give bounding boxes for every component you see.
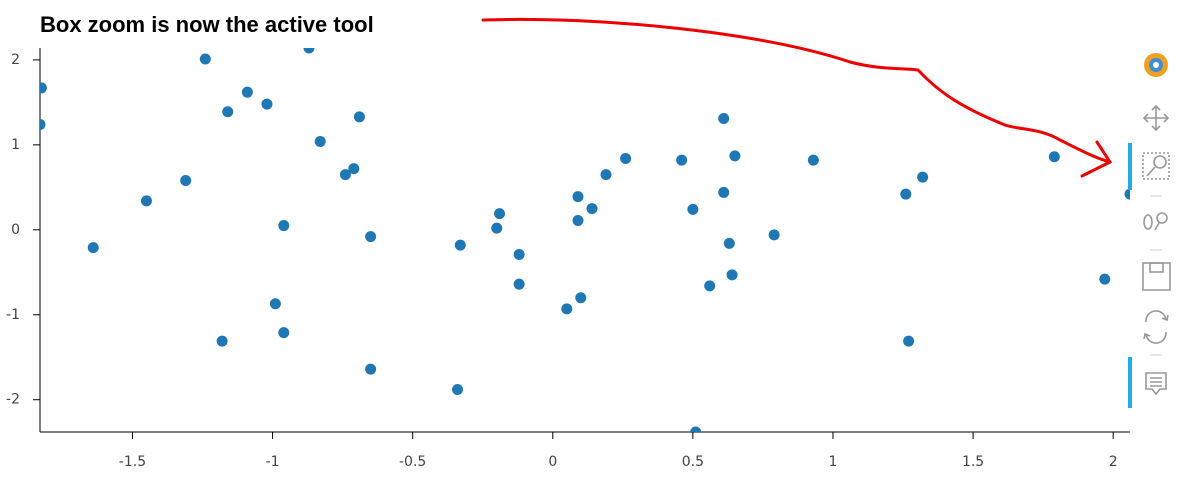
point: [303, 48, 315, 54]
point: [278, 220, 290, 232]
point: [1048, 151, 1060, 163]
y-tick-label: -2: [6, 392, 20, 408]
x-tick-label: 0.5: [682, 454, 704, 470]
point: [726, 269, 738, 281]
point: [903, 335, 915, 347]
point: [690, 426, 702, 432]
point: [704, 280, 716, 292]
x-tick-label: -1: [266, 454, 280, 470]
point: [917, 171, 929, 183]
point: [600, 169, 612, 181]
point: [491, 222, 503, 234]
point: [40, 118, 46, 130]
point: [365, 231, 377, 243]
bokeh-logo[interactable]: [1144, 53, 1168, 77]
point: [586, 203, 598, 215]
save-tool[interactable]: [1142, 262, 1171, 291]
point: [180, 175, 192, 187]
point: [575, 292, 587, 304]
x-tick-label: 0: [548, 454, 557, 470]
x-tick-label: 1.5: [962, 454, 984, 470]
x-tick-label: 2: [1109, 454, 1118, 470]
point: [718, 186, 730, 198]
x-tick-label: -0.5: [399, 454, 426, 470]
plot-area: [40, 48, 1130, 432]
box-zoom-tool[interactable]: [1142, 152, 1170, 180]
point: [572, 214, 584, 226]
point: [687, 203, 699, 215]
x-tick-label: -1.5: [119, 454, 146, 470]
point: [353, 111, 365, 123]
point: [513, 248, 525, 260]
wheel-zoom-tool[interactable]: [1143, 212, 1168, 231]
point: [40, 82, 47, 94]
point: [348, 163, 360, 175]
point: [723, 237, 735, 249]
active-indicator: [1128, 357, 1132, 408]
chart-title: Box zoom is now the active tool: [40, 12, 374, 37]
point: [216, 335, 228, 347]
x-tick-label: 1: [829, 454, 838, 470]
point: [1124, 188, 1130, 200]
toolbar: [1128, 53, 1171, 408]
point: [513, 278, 525, 290]
active-indicator: [1128, 143, 1132, 190]
point: [561, 303, 573, 315]
point: [140, 195, 152, 207]
point: [729, 150, 741, 162]
point: [572, 191, 584, 203]
point: [241, 86, 253, 98]
point: [339, 169, 351, 181]
annotation-arrow: [481, 17, 1113, 178]
point: [365, 363, 377, 375]
point: [718, 113, 730, 125]
y-tick-label: 2: [11, 52, 20, 68]
y-tick-label: -1: [6, 307, 20, 323]
point: [452, 384, 464, 396]
point: [222, 106, 234, 118]
point: [768, 229, 780, 241]
point: [620, 152, 632, 164]
reset-tool[interactable]: [1143, 310, 1169, 344]
point: [87, 242, 99, 254]
point: [261, 98, 273, 110]
point: [199, 53, 211, 65]
point: [494, 208, 506, 220]
point: [269, 298, 281, 310]
point: [314, 135, 326, 147]
point: [676, 154, 688, 166]
point: [278, 327, 290, 339]
y-tick-label: 1: [11, 137, 20, 153]
point: [454, 239, 466, 251]
point: [900, 188, 912, 200]
point: [1099, 273, 1111, 285]
hover-tool[interactable]: [1145, 372, 1167, 396]
pan-tool[interactable]: [1142, 104, 1170, 132]
point: [807, 154, 819, 166]
y-tick-label: 0: [11, 222, 20, 238]
